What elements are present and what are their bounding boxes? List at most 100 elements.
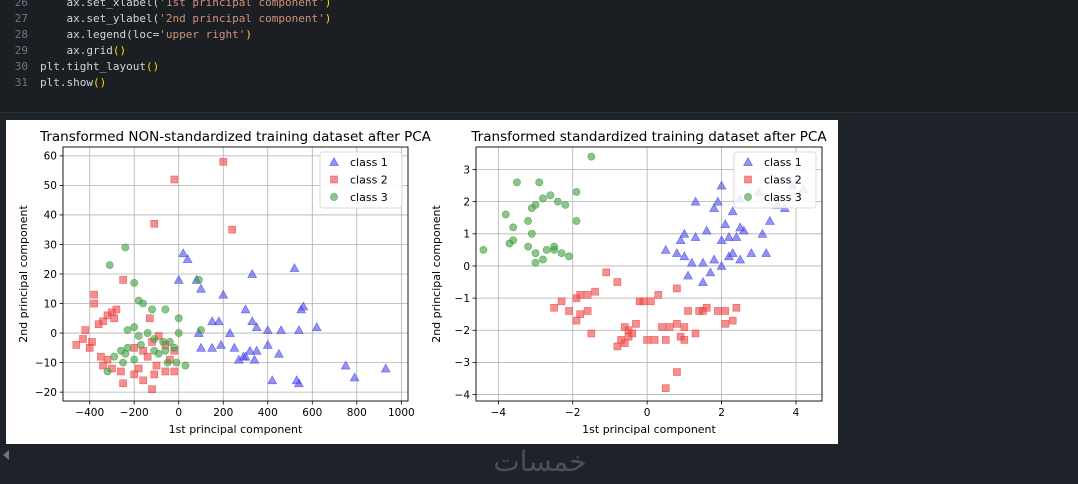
data-point xyxy=(130,344,139,352)
y-tick-label: −2 xyxy=(455,325,470,337)
data-point xyxy=(139,376,147,385)
data-point xyxy=(679,228,690,238)
legend-box xyxy=(733,151,817,209)
data-point xyxy=(163,358,172,367)
data-point xyxy=(557,249,566,258)
data-point xyxy=(294,325,304,334)
data-point xyxy=(207,316,218,326)
data-point xyxy=(572,294,581,302)
data-point xyxy=(81,326,90,334)
y-tick-label: 0 xyxy=(463,261,470,273)
data-point xyxy=(727,206,738,216)
data-point xyxy=(671,248,682,257)
data-point xyxy=(691,329,700,338)
data-point xyxy=(262,325,273,334)
y-tick-label: −3 xyxy=(455,357,470,369)
data-point xyxy=(714,307,722,315)
data-point xyxy=(727,248,738,257)
chart-title: Transformed standardized training datase… xyxy=(470,129,827,145)
data-point xyxy=(194,276,203,284)
x-tick-label: 800 xyxy=(347,407,367,419)
data-point xyxy=(673,284,681,293)
data-point xyxy=(720,219,731,228)
x-tick-label: −4 xyxy=(491,407,507,419)
legend-marker xyxy=(330,175,338,184)
data-point xyxy=(546,191,555,200)
figure: −400 −200 0 200 400 600 800 1000−20−10010203040… xyxy=(17,129,827,436)
data-point xyxy=(174,329,183,337)
legend-marker xyxy=(743,156,753,166)
data-point xyxy=(709,203,720,212)
data-point xyxy=(159,338,168,346)
legend-marker xyxy=(744,193,752,201)
data-point xyxy=(757,228,768,238)
data-point xyxy=(134,332,143,340)
data-point xyxy=(276,325,287,334)
x-axis-label: 1st principal component xyxy=(169,423,303,436)
y-tick-label: 60 xyxy=(44,151,57,163)
data-point xyxy=(628,329,637,338)
chart-2: −4 −2 0 2 4 −4 −3 −2 −1 0 1 2 3 Transformed standardi… xyxy=(430,129,827,436)
data-point xyxy=(524,242,532,251)
data-point xyxy=(675,235,686,245)
data-point xyxy=(79,335,87,343)
chart-title: Transformed NON-standardized training da… xyxy=(39,129,432,145)
data-point xyxy=(173,274,184,284)
data-point xyxy=(501,210,510,219)
data-point xyxy=(130,355,139,364)
y-tick-label: 30 xyxy=(44,239,57,251)
data-point xyxy=(196,283,206,293)
data-point xyxy=(660,244,671,254)
data-point xyxy=(738,225,749,235)
data-point xyxy=(380,363,391,373)
line-number: 31 xyxy=(14,76,28,89)
code-paren: () xyxy=(112,44,127,57)
legend-label: class 1 xyxy=(764,156,802,169)
data-point xyxy=(219,157,228,166)
data-point xyxy=(97,352,105,361)
x-tick-label: 2 xyxy=(718,407,725,419)
y-tick-label: 3 xyxy=(463,164,470,176)
data-point xyxy=(130,323,139,332)
data-point xyxy=(632,320,640,328)
data-point xyxy=(103,367,112,376)
scroll-left-arrow-icon[interactable] xyxy=(3,450,9,460)
data-point xyxy=(247,316,258,326)
code-text: ax.set_xlabel('1st principal component') xyxy=(40,0,331,11)
data-point xyxy=(240,351,251,361)
data-point xyxy=(709,254,720,264)
data-point xyxy=(686,257,697,267)
x-tick-label: 200 xyxy=(213,407,233,419)
data-point xyxy=(152,361,161,370)
data-point xyxy=(654,291,663,299)
data-point xyxy=(565,252,573,261)
legend-label: class 2 xyxy=(350,174,388,187)
data-point xyxy=(110,314,118,323)
code-paren: ) xyxy=(324,0,332,9)
data-point xyxy=(621,339,629,347)
code-paren: () xyxy=(145,60,160,73)
data-point xyxy=(731,232,742,241)
data-point xyxy=(247,268,258,278)
data-point xyxy=(531,249,540,258)
code-token: ax.set_xlabel( xyxy=(40,0,160,9)
data-point xyxy=(661,336,670,344)
code-text: plt.show() xyxy=(40,75,106,91)
data-point xyxy=(119,276,127,284)
code-paren: () xyxy=(92,76,107,89)
data-point xyxy=(716,180,727,190)
data-point xyxy=(148,305,156,314)
y-tick-label: −10 xyxy=(35,357,57,369)
data-point xyxy=(146,314,154,323)
code-text: plt.tight_layout() xyxy=(40,59,159,75)
code-editor[interactable]: 26 ax.set_xlabel('1st principal componen… xyxy=(0,0,1078,112)
data-point xyxy=(229,342,240,352)
legend: class 1 class 2 class 3 xyxy=(319,151,403,209)
data-point xyxy=(527,229,536,238)
data-point xyxy=(690,232,701,241)
data-point xyxy=(635,297,644,306)
data-point xyxy=(161,346,170,355)
data-point xyxy=(240,304,251,314)
data-point xyxy=(553,197,562,206)
code-string: 'upper right' xyxy=(159,28,246,41)
